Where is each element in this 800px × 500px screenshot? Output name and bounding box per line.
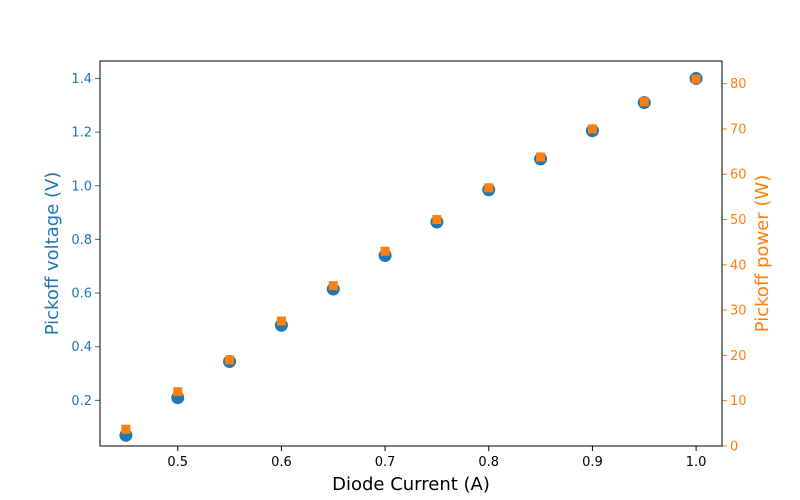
power-point	[276, 316, 286, 326]
y-right-tick-label: 70	[730, 122, 747, 137]
y-left-tick-label: 1.2	[71, 126, 92, 141]
y-left-tick-label: 0.2	[71, 394, 92, 409]
power-point	[225, 355, 235, 365]
y-left-tick-label: 0.8	[71, 233, 92, 248]
power-point	[380, 246, 390, 256]
data-marks	[119, 71, 703, 442]
power-point	[173, 387, 183, 397]
ticks: 0.5 0.6 0.7 0.8 0.9 1.0 0.2 0.4 0.6 0.8 1.0 1.2 1.4 0…	[71, 72, 746, 470]
y-right-tick-label: 0	[730, 440, 738, 455]
y-axis-right-label: Pickoff power (W)	[752, 175, 773, 332]
y-left-tick-label: 0.6	[71, 287, 92, 302]
y-right-tick-label: 50	[730, 213, 747, 228]
power-point	[121, 424, 131, 434]
y-axis-left-label: Pickoff voltage (V)	[42, 172, 63, 336]
y-right-tick-label: 80	[730, 77, 747, 92]
y-left-tick-label: 0.4	[71, 340, 92, 355]
y-right-tick-label: 60	[730, 168, 747, 183]
x-tick-label: 0.7	[375, 455, 396, 470]
x-tick-label: 0.5	[167, 455, 188, 470]
y-right-tick-label: 20	[730, 349, 747, 364]
power-point	[328, 281, 338, 291]
y-right-tick-label: 40	[730, 258, 747, 273]
x-tick-label: 0.8	[478, 455, 499, 470]
power-point	[484, 183, 494, 193]
y-left-tick-label: 1.0	[71, 179, 92, 194]
power-point	[536, 152, 546, 162]
power-point	[587, 124, 597, 134]
plot-frame	[99, 60, 723, 447]
power-point	[432, 215, 442, 225]
power-point	[639, 97, 649, 107]
y-right-tick-label: 30	[730, 304, 747, 319]
x-tick-label: 0.9	[582, 455, 603, 470]
y-right-tick-label: 10	[730, 394, 747, 409]
y-left-tick-label: 1.4	[71, 72, 92, 87]
power-point	[691, 74, 701, 84]
x-tick-label: 0.6	[271, 455, 292, 470]
x-axis-label: Diode Current (A)	[332, 474, 490, 495]
x-tick-label: 1.0	[686, 455, 707, 470]
